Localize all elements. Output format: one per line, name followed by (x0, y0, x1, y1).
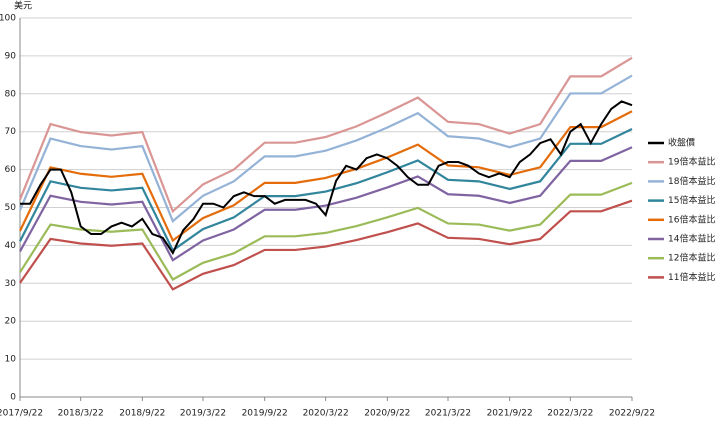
legend-label: 12倍本益比 (668, 252, 715, 264)
legend-label: 16倍本益比 (668, 213, 715, 225)
x-tick-label: 2022/9/22 (609, 409, 655, 419)
y-tick-label: 100 (0, 14, 16, 24)
series-line (18, 74, 633, 223)
legend-label: 11倍本益比 (668, 271, 715, 283)
x-tick-label: 2019/3/22 (180, 409, 226, 419)
y-tick-label: 80 (5, 89, 17, 99)
series-line (19, 146, 633, 262)
legend-label: 收盤價 (668, 137, 695, 149)
y-tick-label: 0 (10, 393, 16, 403)
y-tick-label: 30 (5, 279, 17, 289)
y-tick-label: 40 (5, 241, 17, 251)
y-tick-label: 10 (5, 355, 17, 365)
legend-label: 19倍本益比 (668, 156, 715, 168)
series-line (19, 181, 633, 281)
legend-label: 18倍本益比 (668, 175, 715, 187)
y-axis-label: 美元 (14, 0, 32, 12)
series-line (18, 56, 633, 214)
series-line (19, 199, 633, 291)
y-tick-label: 60 (5, 165, 17, 175)
y-tick-label: 50 (5, 203, 17, 213)
y-tick-label: 20 (5, 317, 17, 327)
x-tick-label: 2018/9/22 (119, 409, 165, 419)
legend-label: 14倍本益比 (668, 233, 715, 245)
x-tick-label: 2017/9/22 (0, 409, 43, 419)
x-tick-label: 2020/9/22 (364, 409, 410, 419)
x-tick-label: 2021/3/22 (425, 409, 471, 419)
series-line (19, 110, 633, 243)
x-tick-label: 2022/3/22 (547, 409, 593, 419)
legend-label: 15倍本益比 (668, 194, 715, 206)
x-tick-label: 2021/9/22 (487, 409, 533, 419)
y-tick-label: 70 (5, 127, 17, 137)
x-tick-label: 2018/3/22 (58, 409, 104, 419)
y-tick-label: 90 (5, 51, 17, 61)
series-line (20, 100, 633, 256)
x-tick-label: 2020/3/22 (303, 409, 349, 419)
x-tick-label: 2019/9/22 (242, 409, 288, 419)
series-line (19, 128, 633, 252)
